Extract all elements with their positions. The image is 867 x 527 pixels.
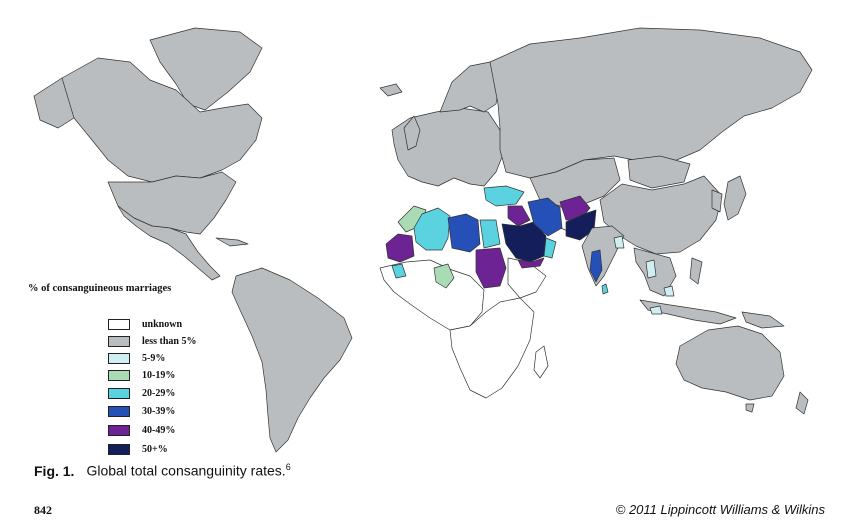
legend-label: 5-9% xyxy=(142,352,166,364)
yemen xyxy=(517,257,545,269)
japan xyxy=(723,175,747,221)
world-map xyxy=(33,27,813,453)
legend-item-10-19: 10-19% xyxy=(108,368,175,382)
philippines xyxy=(689,257,703,285)
sri-lanka xyxy=(601,283,609,295)
legend-item-less-than-5: less than 5% xyxy=(108,334,196,348)
legend-label: 20-29% xyxy=(142,387,176,399)
legend-item-5-9: 5-9% xyxy=(108,351,165,365)
cuba xyxy=(215,237,249,247)
legend-swatch xyxy=(108,369,130,381)
legend-label: 50+% xyxy=(142,443,168,455)
africa-central-south xyxy=(449,297,535,399)
malaysia xyxy=(663,285,675,297)
page-number: 842 xyxy=(34,503,52,517)
mexico xyxy=(117,205,221,281)
legend-swatch xyxy=(108,352,130,364)
libya xyxy=(447,213,481,253)
korea xyxy=(711,189,723,213)
south-america xyxy=(231,267,353,453)
sudan xyxy=(475,247,507,289)
legend-label: 40-49% xyxy=(142,424,176,436)
legend-title: % of consanguineous marriages xyxy=(28,283,172,294)
usa xyxy=(107,171,237,235)
caption-reference: 6 xyxy=(285,462,291,472)
madagascar xyxy=(533,345,549,379)
legend-swatch xyxy=(108,387,130,399)
legend-item-20-29: 20-29% xyxy=(108,386,175,400)
senegal xyxy=(391,263,407,279)
russia xyxy=(489,27,813,179)
bangladesh xyxy=(613,235,625,249)
legend-item-40-49: 40-49% xyxy=(108,423,175,437)
legend-label: unknown xyxy=(142,318,183,330)
india-south xyxy=(589,249,603,283)
copyright-notice: © 2011 Lippincott Williams & Wilkins xyxy=(615,502,825,517)
algeria xyxy=(413,207,451,251)
canada xyxy=(59,57,263,183)
alaska xyxy=(33,77,75,129)
nigeria-area xyxy=(433,263,455,289)
caption-text: Global total consanguinity rates. xyxy=(86,462,286,479)
legend-swatch xyxy=(108,405,130,417)
papua xyxy=(741,311,785,329)
mauritania xyxy=(385,233,415,263)
legend-swatch xyxy=(108,424,130,436)
australia xyxy=(675,325,785,401)
legend-item-unknown: unknown xyxy=(108,317,182,331)
mongolia xyxy=(627,155,691,189)
tasmania xyxy=(745,403,755,413)
iraq xyxy=(507,205,531,227)
new-zealand xyxy=(795,391,809,415)
uk xyxy=(403,115,421,151)
figure-caption: Fig. 1. Global total consanguinity rates.… xyxy=(34,462,291,479)
legend-label: less than 5% xyxy=(142,335,197,347)
legend-item-50-plus: 50+% xyxy=(108,442,168,456)
oman xyxy=(543,237,557,259)
indonesia-part xyxy=(649,305,663,315)
iran xyxy=(527,197,563,237)
legend-swatch xyxy=(108,318,130,330)
legend-swatch xyxy=(108,335,130,347)
iceland xyxy=(379,83,403,97)
greenland xyxy=(149,27,263,111)
myanmar-thailand xyxy=(645,259,657,279)
legend-label: 30-39% xyxy=(142,405,176,417)
africa-west xyxy=(379,259,485,331)
scandinavia xyxy=(439,61,501,113)
legend-item-30-39: 30-39% xyxy=(108,404,175,418)
figure-label: Fig. 1. xyxy=(34,462,75,479)
legend-label: 10-19% xyxy=(142,369,176,381)
egypt xyxy=(479,219,501,249)
india xyxy=(581,225,625,287)
legend-swatch xyxy=(108,443,130,455)
turkey xyxy=(483,185,525,207)
